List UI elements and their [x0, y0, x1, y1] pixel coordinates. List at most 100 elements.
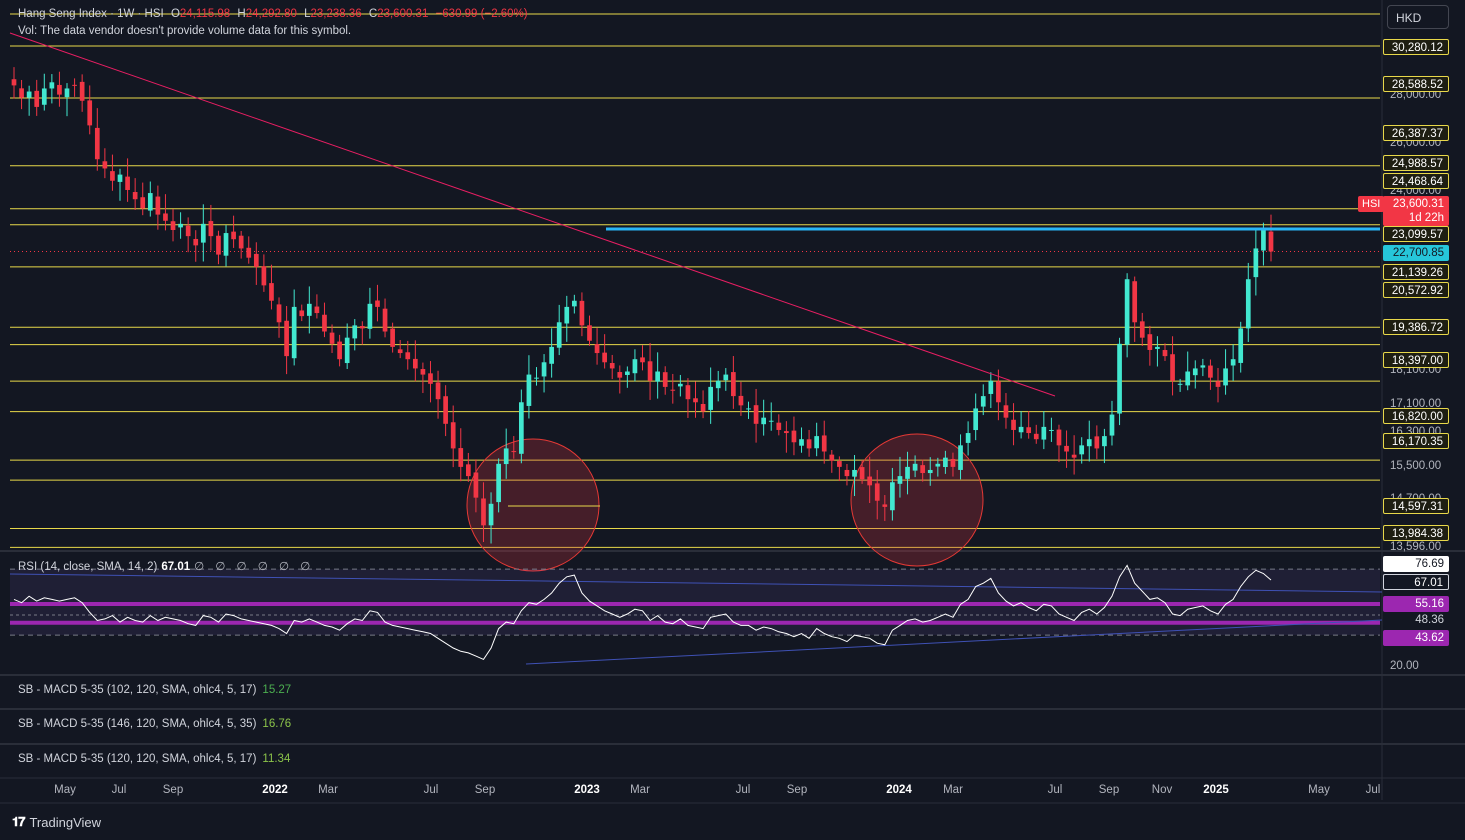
- candle-body: [1268, 231, 1274, 252]
- candle-body: [503, 448, 509, 465]
- candle-body: [306, 303, 312, 316]
- candle-body: [261, 266, 267, 286]
- price-axis-tick: 15,500.00: [1390, 460, 1442, 472]
- candle-body: [988, 380, 994, 394]
- candle-body: [231, 231, 236, 240]
- candle-body: [549, 346, 554, 364]
- candle-body: [435, 382, 441, 400]
- countdown-tag: 1d 22h: [1383, 210, 1449, 226]
- candle-body: [526, 374, 532, 406]
- tradingview-icon: 𝟏𝟕: [12, 814, 26, 829]
- candle-body: [602, 352, 607, 363]
- current-price-tag[interactable]: 23,600.31: [1383, 196, 1449, 212]
- candle-body: [238, 235, 244, 249]
- candle-body: [291, 306, 297, 359]
- candle-body: [1185, 371, 1191, 386]
- candle-body: [412, 358, 418, 369]
- candle-body: [640, 357, 645, 363]
- candle-body: [1003, 405, 1009, 418]
- candle-body: [882, 504, 888, 507]
- candle-body: [1253, 248, 1259, 278]
- macd-legend-3[interactable]: SB - MACD 5-35 (120, 120, SMA, ohlc4, 5,…: [18, 753, 290, 765]
- time-label: 2023: [574, 784, 600, 796]
- rsi-legend[interactable]: RSI (14, close, SMA, 14, 2) 67.01 ∅ ∅ ∅ ∅ …: [18, 559, 314, 573]
- level-tag[interactable]: 28,588.52: [1383, 76, 1449, 92]
- time-label: Jul: [111, 784, 127, 796]
- macd-legend-1[interactable]: SB - MACD 5-35 (102, 120, SMA, ohlc4, 5,…: [18, 684, 291, 696]
- level-tag[interactable]: 13,984.38: [1383, 525, 1449, 541]
- candle-body: [647, 361, 653, 381]
- currency-button[interactable]: HKD: [1387, 5, 1449, 29]
- candle-body: [352, 325, 358, 339]
- level-tag[interactable]: 14,597.31: [1383, 498, 1449, 514]
- time-label: Mar: [943, 784, 963, 796]
- rsi-value: 67.01: [161, 561, 191, 573]
- level-tag[interactable]: 19,386.72: [1383, 319, 1449, 335]
- candle-body: [859, 467, 865, 480]
- macd-legend-2[interactable]: SB - MACD 5-35 (146, 120, SMA, ohlc4, 5,…: [18, 718, 291, 730]
- bottom-circle: [850, 433, 984, 567]
- level-tag[interactable]: 24,988.57: [1383, 155, 1449, 171]
- candle-body: [632, 359, 638, 374]
- price-axis-tick: 17,100.00: [1390, 398, 1442, 410]
- level-tag[interactable]: 20,572.92: [1383, 282, 1449, 298]
- candle-body: [874, 483, 880, 501]
- level-tag[interactable]: 16,170.35: [1383, 433, 1449, 449]
- symbol-title[interactable]: Hang Seng Index · 1W · HSI: [18, 8, 164, 20]
- level-tag[interactable]: 21,139.26: [1383, 264, 1449, 280]
- candle-body: [700, 403, 706, 412]
- candle-body: [814, 436, 820, 449]
- candle-body: [208, 221, 214, 237]
- candle-body: [216, 235, 221, 255]
- cyan-level-tag[interactable]: 22,700.85: [1383, 245, 1449, 261]
- level-tag[interactable]: 30,280.12: [1383, 39, 1449, 55]
- level-tag[interactable]: 18,397.00: [1383, 352, 1449, 368]
- candle-body: [337, 341, 342, 360]
- candle-body: [731, 372, 736, 397]
- macd-value: 15.27: [262, 684, 292, 696]
- macd-label: SB - MACD 5-35 (102, 120, SMA, ohlc4, 5,…: [18, 684, 257, 696]
- open-label: O: [170, 8, 180, 20]
- open-value: 24,115.98: [179, 8, 231, 20]
- candle-body: [1124, 279, 1130, 345]
- candle-body: [458, 448, 464, 467]
- level-tag[interactable]: 16,820.00: [1383, 408, 1449, 424]
- candle-body: [935, 463, 941, 467]
- candle-body: [420, 369, 426, 375]
- rsi-axis-tick: 20.00: [1390, 660, 1419, 672]
- candle-body: [405, 352, 411, 360]
- candle-body: [19, 88, 24, 98]
- candle-body: [1223, 368, 1228, 386]
- candle-body: [518, 402, 524, 454]
- candle-body: [1261, 229, 1266, 251]
- candle-body: [185, 225, 191, 237]
- candle-body: [564, 306, 570, 324]
- candle-body: [64, 88, 70, 98]
- macd-value: 11.34: [262, 753, 291, 765]
- candle-body: [1049, 429, 1054, 431]
- candle-body: [57, 84, 62, 95]
- close-value: 23,600.31: [377, 8, 429, 20]
- rsi-line: [13, 564, 1272, 661]
- level-tag[interactable]: 26,387.37: [1383, 125, 1449, 141]
- candle-body: [329, 332, 335, 344]
- candle-body: [579, 300, 585, 326]
- candle-body: [140, 197, 146, 209]
- time-label: May: [1308, 784, 1330, 796]
- candle-body: [322, 314, 327, 332]
- macd-label: SB - MACD 5-35 (120, 120, SMA, ohlc4, 5,…: [18, 753, 257, 765]
- candle-body: [1026, 427, 1032, 434]
- candle-body: [1200, 365, 1206, 368]
- level-tag[interactable]: 24,468.64: [1383, 173, 1449, 189]
- tradingview-logo[interactable]: 𝟏𝟕 TradingView: [12, 814, 101, 830]
- candle-body: [996, 381, 1001, 403]
- candle-body: [1079, 445, 1085, 455]
- candle-body: [1109, 414, 1115, 436]
- candle-body: [11, 79, 17, 86]
- candle-body: [49, 82, 55, 89]
- low-label: L: [304, 8, 311, 20]
- level-tag[interactable]: 23,099.57: [1383, 226, 1449, 242]
- candle-body: [1230, 359, 1236, 366]
- time-label: Sep: [786, 784, 808, 796]
